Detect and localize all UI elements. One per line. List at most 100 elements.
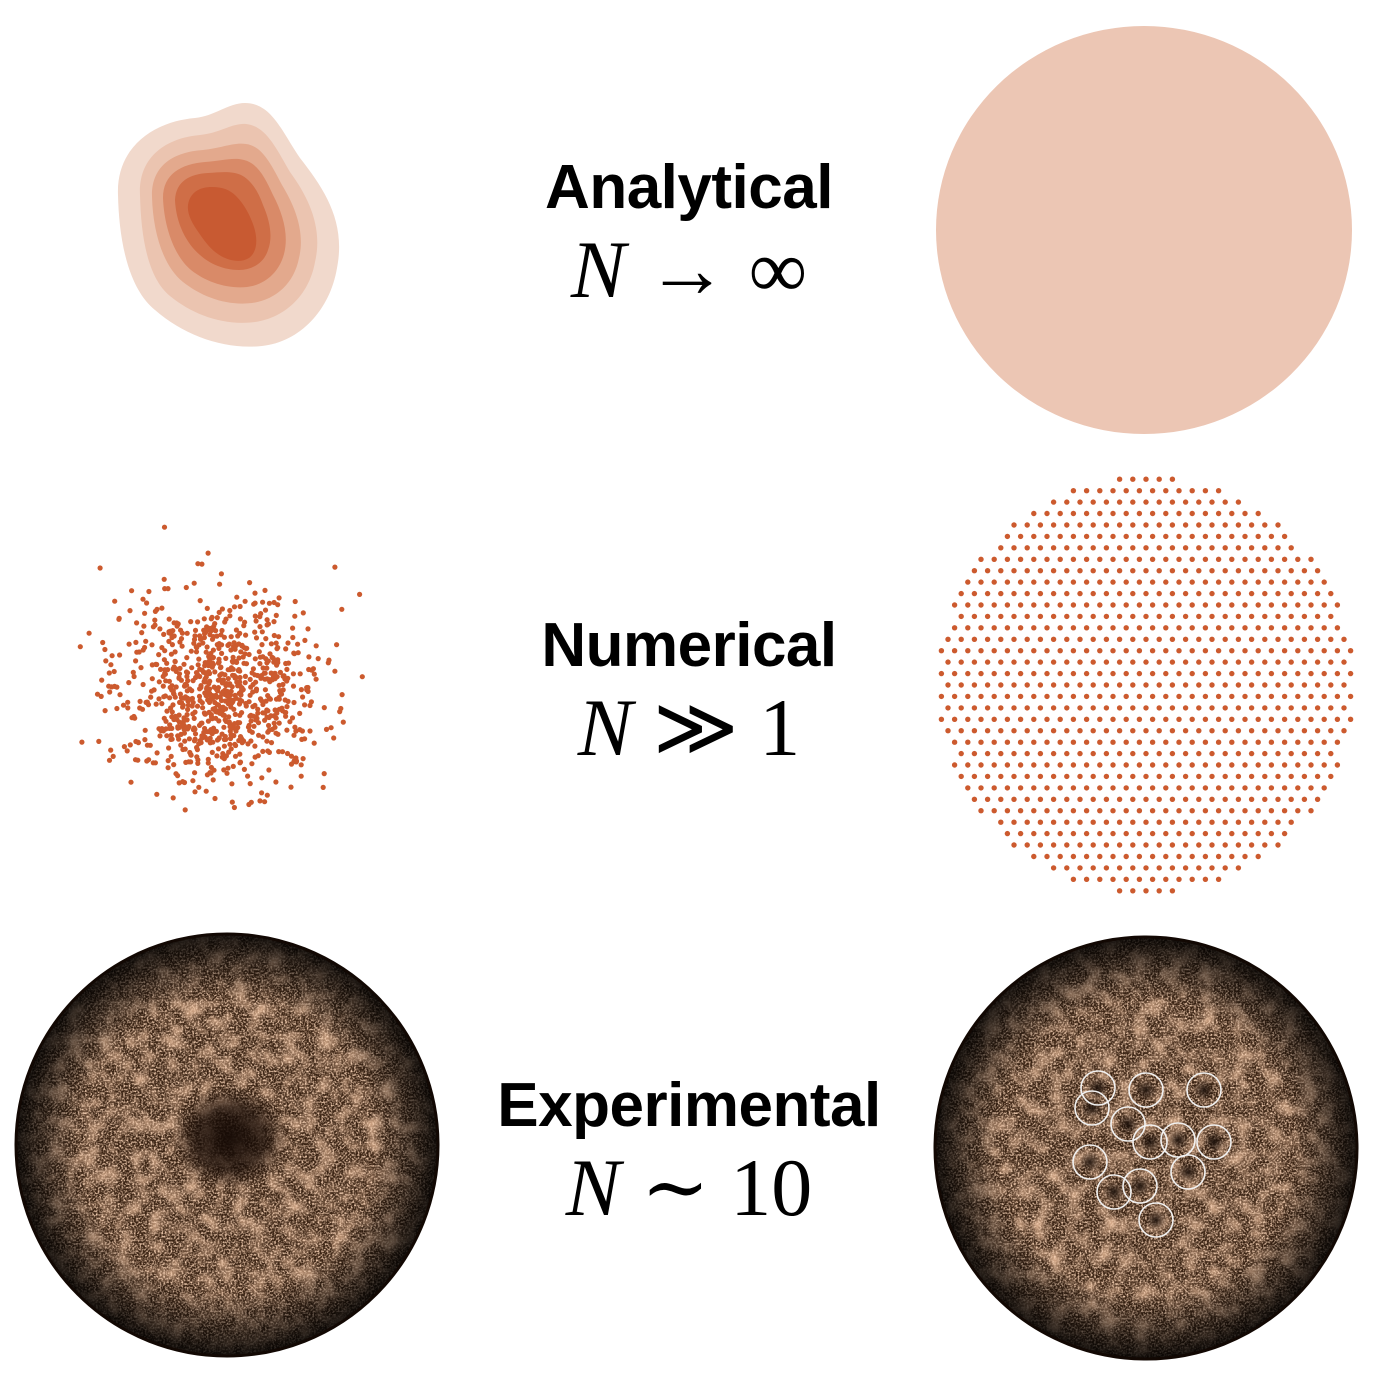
scatter-point bbox=[260, 599, 266, 605]
scatter-point bbox=[202, 663, 208, 669]
lattice-vortex bbox=[1097, 625, 1103, 631]
lattice-vortex bbox=[1037, 705, 1044, 711]
scatter-point bbox=[184, 712, 190, 718]
scatter-point bbox=[230, 666, 236, 672]
scatter-point bbox=[216, 718, 222, 724]
scatter-point bbox=[201, 616, 207, 622]
lattice-vortex bbox=[958, 750, 964, 757]
scatter-point bbox=[171, 633, 177, 639]
lattice-vortex bbox=[971, 728, 978, 734]
lattice-vortex bbox=[1301, 636, 1308, 642]
lattice-vortex bbox=[1077, 659, 1083, 665]
scatter-point bbox=[231, 804, 237, 811]
scatter-point bbox=[184, 630, 190, 636]
scatter-point bbox=[178, 636, 185, 642]
scatter-point bbox=[165, 765, 171, 771]
scatter-point bbox=[199, 667, 205, 673]
lattice-vortex bbox=[1044, 670, 1050, 677]
lattice-vortex bbox=[1248, 842, 1255, 848]
scatter-point bbox=[259, 790, 265, 796]
contour-level-6 bbox=[187, 187, 257, 261]
lattice-vortex bbox=[1262, 545, 1268, 551]
lattice-vortex bbox=[1130, 568, 1136, 574]
lattice-vortex bbox=[1169, 590, 1176, 597]
lattice-vortex bbox=[998, 659, 1004, 665]
vortex-ring bbox=[1080, 1070, 1116, 1106]
scatter-point bbox=[109, 653, 115, 659]
lattice-vortex bbox=[1110, 716, 1116, 722]
lattice-vortex bbox=[1149, 533, 1156, 540]
scatter-point bbox=[357, 591, 363, 598]
lattice-vortex bbox=[1116, 590, 1123, 597]
scatter-point bbox=[298, 773, 304, 779]
lattice-vortex bbox=[1070, 876, 1077, 882]
lattice-vortex bbox=[1169, 522, 1176, 528]
lattice-vortex bbox=[1083, 579, 1090, 585]
lattice-vortex bbox=[1176, 739, 1182, 745]
lattice-vortex bbox=[1321, 785, 1327, 791]
lattice-vortex bbox=[1235, 865, 1242, 871]
lattice-vortex bbox=[1163, 853, 1169, 860]
lattice-vortex bbox=[978, 762, 984, 768]
lattice-vortex bbox=[1235, 682, 1242, 688]
scatter-point bbox=[191, 738, 198, 744]
lattice-vortex bbox=[1328, 682, 1334, 688]
lattice-vortex bbox=[1321, 716, 1327, 722]
scatter-point bbox=[268, 670, 274, 676]
scatter-point bbox=[98, 693, 104, 700]
scatter-point bbox=[217, 704, 224, 710]
lattice-vortex bbox=[1229, 510, 1235, 517]
scatter-point bbox=[195, 619, 201, 625]
scatter-point bbox=[320, 784, 326, 791]
lattice-vortex bbox=[1037, 545, 1044, 551]
lattice-vortex bbox=[1262, 522, 1268, 528]
scatter-point bbox=[182, 694, 189, 700]
lattice-vortex bbox=[1202, 625, 1209, 631]
lattice-vortex bbox=[1024, 636, 1030, 642]
scatter-point bbox=[215, 746, 222, 752]
lattice-vortex bbox=[1334, 625, 1341, 631]
lattice-vortex bbox=[1275, 728, 1281, 734]
lattice-vortex bbox=[1064, 590, 1070, 597]
lattice-vortex bbox=[1057, 579, 1063, 585]
scatter-point bbox=[222, 687, 228, 693]
scatter-point bbox=[209, 614, 215, 621]
scatter-point bbox=[198, 683, 204, 689]
scatter-point bbox=[144, 742, 150, 748]
lattice-vortex bbox=[1156, 773, 1162, 780]
lattice-vortex bbox=[1077, 750, 1083, 757]
scatter-point bbox=[257, 654, 263, 660]
lattice-vortex bbox=[1083, 670, 1090, 677]
scatter-point bbox=[248, 738, 254, 744]
lattice-vortex bbox=[1248, 819, 1255, 825]
lattice-vortex bbox=[1182, 819, 1189, 825]
lattice-vortex bbox=[1196, 545, 1202, 551]
lattice-vortex bbox=[1169, 728, 1176, 734]
lattice-vortex bbox=[1090, 636, 1096, 642]
lattice-vortex bbox=[1295, 785, 1301, 791]
lattice-vortex bbox=[1156, 888, 1162, 894]
vortex-markers bbox=[1072, 1070, 1232, 1238]
scatter-point bbox=[218, 571, 224, 577]
scatter-point bbox=[220, 712, 226, 718]
lattice-vortex bbox=[1116, 682, 1123, 688]
lattice-vortex bbox=[1004, 625, 1011, 631]
scatter-point bbox=[162, 693, 168, 699]
lattice-vortex bbox=[1255, 853, 1261, 860]
scatter-point bbox=[284, 678, 290, 684]
lattice-vortex bbox=[1242, 693, 1248, 700]
lattice-vortex bbox=[1123, 853, 1129, 860]
scatter-point bbox=[232, 675, 238, 681]
scatter-point bbox=[267, 651, 273, 657]
lattice-vortex bbox=[1275, 613, 1281, 620]
lattice-vortex bbox=[1024, 819, 1030, 825]
lattice-vortex bbox=[1070, 625, 1077, 631]
lattice-vortex bbox=[1136, 808, 1143, 814]
lattice-vortex bbox=[1116, 865, 1123, 871]
scatter-point bbox=[237, 720, 243, 726]
scatter-point bbox=[332, 564, 338, 570]
lattice-vortex bbox=[1209, 865, 1215, 871]
lattice-vortex bbox=[1070, 556, 1077, 562]
scatter-point bbox=[241, 660, 247, 666]
lattice-vortex bbox=[1017, 716, 1024, 722]
